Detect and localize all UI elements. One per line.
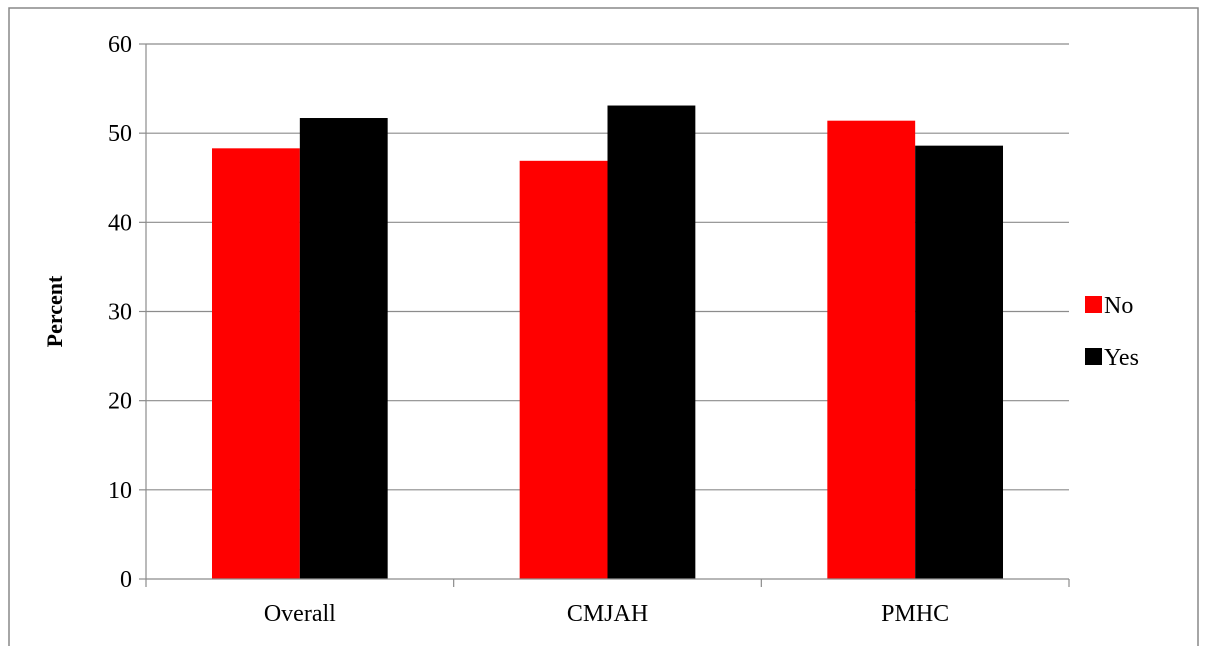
legend: No Yes	[1085, 293, 1139, 371]
y-tick-label: 60	[108, 32, 132, 58]
legend-label-no: No	[1104, 293, 1133, 319]
x-category-label: Overall	[264, 601, 336, 627]
legend-swatch-no	[1085, 296, 1102, 313]
bar-no-overall	[211, 148, 300, 579]
x-category-label: PMHC	[881, 601, 949, 627]
y-tick-label: 40	[108, 210, 132, 236]
bar-yes-overall	[299, 118, 388, 579]
bars	[211, 105, 1004, 580]
bar-no-pmhc	[827, 120, 916, 579]
x-category-label: CMJAH	[567, 601, 648, 627]
y-tick-label: 50	[108, 121, 132, 147]
y-tick-label: 10	[108, 478, 132, 504]
legend-swatch-yes	[1085, 348, 1102, 365]
y-tick-label: 0	[120, 567, 132, 593]
bar-yes-pmhc	[915, 145, 1004, 579]
bar-yes-cmjah	[607, 105, 696, 580]
bar-no-cmjah	[519, 160, 608, 579]
y-tick-label: 30	[108, 300, 132, 326]
y-tick-label: 20	[108, 389, 132, 415]
tick-labels: 0 10 20 30 40 50 60 Overall CMJAH PMHC	[108, 32, 949, 627]
y-axis-title: Percent	[42, 275, 67, 347]
legend-label-yes: Yes	[1104, 345, 1139, 371]
axes	[139, 43, 1070, 587]
chart-border	[8, 7, 1199, 646]
